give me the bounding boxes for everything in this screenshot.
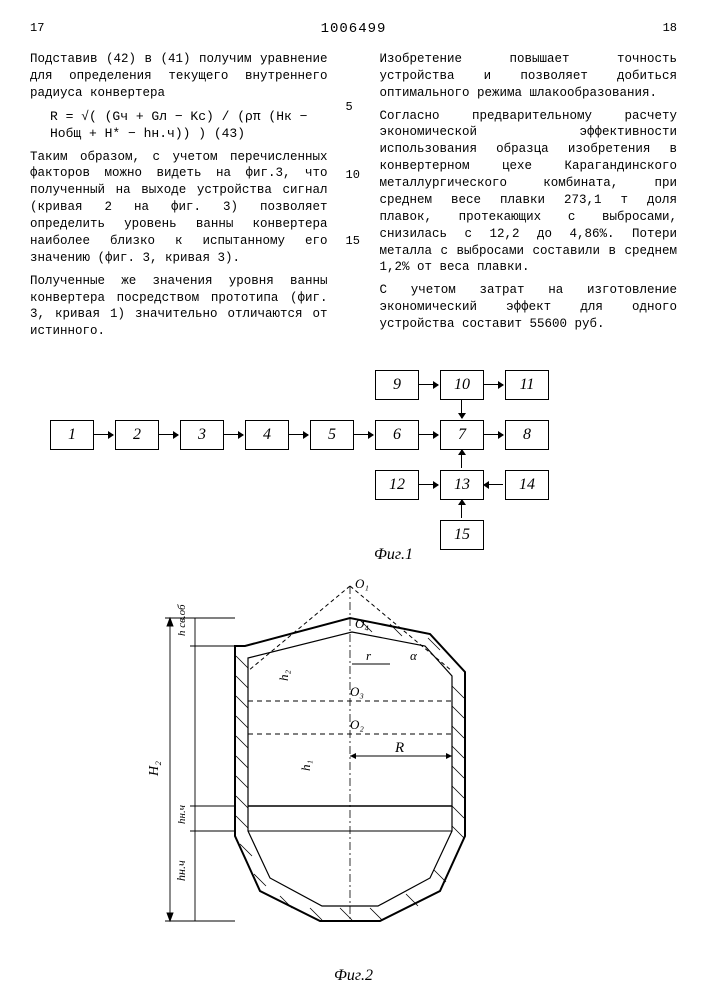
line-10: 10 bbox=[346, 167, 362, 183]
flow-arrow bbox=[419, 484, 438, 485]
flow-box-8: 8 bbox=[505, 420, 549, 450]
flow-arrow bbox=[159, 434, 178, 435]
flow-arrow bbox=[461, 500, 462, 518]
flow-arrow bbox=[419, 384, 438, 385]
flow-box-7: 7 bbox=[440, 420, 484, 450]
flow-arrow bbox=[461, 450, 462, 468]
dim-h1: h₁ bbox=[298, 760, 313, 771]
flow-arrow bbox=[461, 400, 462, 418]
line-15: 15 bbox=[346, 233, 362, 249]
flow-box-1: 1 bbox=[50, 420, 94, 450]
left-p1: Подставив (42) в (41) получим уравнение … bbox=[30, 51, 328, 102]
flow-arrow bbox=[289, 434, 308, 435]
flow-arrow bbox=[484, 484, 503, 485]
flow-box-3: 3 bbox=[180, 420, 224, 450]
converter-diagram-fig2: O₁ O₄ bbox=[30, 576, 677, 956]
page-num-right: 18 bbox=[663, 20, 677, 39]
line-numbers: 5 10 15 bbox=[346, 51, 362, 346]
equation-43: R = √( (Gч + Gл − Kс) / (ρπ (Hк − Hобщ +… bbox=[50, 108, 328, 143]
fig2-label: Фиг.2 bbox=[30, 965, 677, 987]
flow-box-12: 12 bbox=[375, 470, 419, 500]
flow-box-13: 13 bbox=[440, 470, 484, 500]
dim-alpha: α bbox=[410, 648, 418, 663]
flow-box-6: 6 bbox=[375, 420, 419, 450]
flow-arrow bbox=[484, 434, 503, 435]
right-column: Изобретение повышает точность устройства… bbox=[380, 51, 678, 346]
right-p1: Изобретение повышает точность устройства… bbox=[380, 51, 678, 102]
dim-hnch2: hн.ч bbox=[174, 860, 188, 881]
flow-arrow bbox=[484, 384, 503, 385]
point-o4: O₄ bbox=[355, 616, 369, 631]
point-o3: O₃ bbox=[350, 684, 364, 699]
flowchart-fig1: 123456789101112131415 bbox=[50, 360, 677, 550]
flow-arrow bbox=[419, 434, 438, 435]
fig1-label: Фиг.1 bbox=[70, 544, 707, 566]
flow-box-14: 14 bbox=[505, 470, 549, 500]
right-p3: С учетом затрат на изготовление экономич… bbox=[380, 282, 678, 333]
flow-box-10: 10 bbox=[440, 370, 484, 400]
page-num-left: 17 bbox=[30, 20, 44, 39]
left-p2: Таким образом, с учетом перечисленных фа… bbox=[30, 149, 328, 267]
flow-box-11: 11 bbox=[505, 370, 549, 400]
dim-hsvob: h св.об bbox=[176, 604, 188, 636]
dim-R: R bbox=[394, 740, 404, 756]
flow-box-4: 4 bbox=[245, 420, 289, 450]
left-column: Подставив (42) в (41) получим уравнение … bbox=[30, 51, 328, 346]
flow-arrow bbox=[354, 434, 373, 435]
right-p2: Согласно предварительному расчету эконом… bbox=[380, 108, 678, 277]
flow-box-5: 5 bbox=[310, 420, 354, 450]
doc-number: 1006499 bbox=[321, 20, 387, 39]
flow-arrow bbox=[224, 434, 243, 435]
point-o1: O₁ bbox=[355, 576, 369, 591]
dim-H2: H₂ bbox=[147, 761, 162, 777]
flow-arrow bbox=[94, 434, 113, 435]
flow-box-2: 2 bbox=[115, 420, 159, 450]
line-5: 5 bbox=[346, 99, 362, 115]
dim-r: r bbox=[366, 648, 372, 663]
left-p3: Полученные же значения уровня ванны конв… bbox=[30, 273, 328, 341]
point-o2: O₂ bbox=[350, 717, 364, 732]
flow-box-9: 9 bbox=[375, 370, 419, 400]
dim-h2: h₂ bbox=[276, 669, 291, 681]
dim-hnch: hн.ч bbox=[176, 805, 188, 824]
